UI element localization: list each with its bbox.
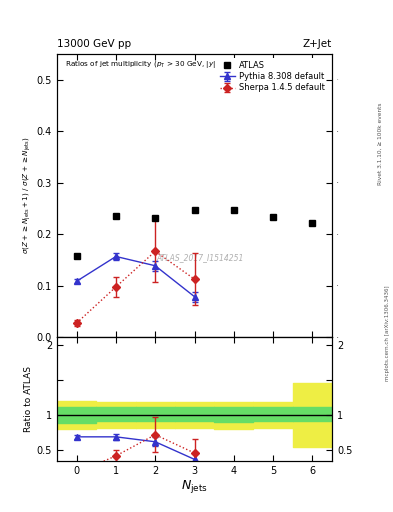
ATLAS bbox=[192, 206, 197, 212]
ATLAS bbox=[153, 215, 158, 221]
Text: Z+Jet: Z+Jet bbox=[303, 38, 332, 49]
Text: ATLAS_2017_I1514251: ATLAS_2017_I1514251 bbox=[156, 253, 244, 263]
Text: 13000 GeV pp: 13000 GeV pp bbox=[57, 38, 131, 49]
Line: ATLAS: ATLAS bbox=[73, 206, 316, 260]
ATLAS bbox=[231, 207, 236, 213]
X-axis label: $N_\mathrm{jets}$: $N_\mathrm{jets}$ bbox=[181, 478, 208, 496]
ATLAS bbox=[114, 213, 118, 219]
Y-axis label: $\sigma(Z + \geq N_\mathrm{jets}+1)\ /\ \sigma(Z + \geq N_\mathrm{jets})$: $\sigma(Z + \geq N_\mathrm{jets}+1)\ /\ … bbox=[21, 137, 33, 254]
Text: Ratios of jet multiplicity ($p_\mathrm{T}$ > 30 GeV, $|y|$ < 2.5, $m_\mathrm{ll}: Ratios of jet multiplicity ($p_\mathrm{T… bbox=[65, 59, 294, 71]
ATLAS bbox=[74, 253, 79, 259]
Text: mcplots.cern.ch [arXiv:1306.3436]: mcplots.cern.ch [arXiv:1306.3436] bbox=[385, 285, 389, 380]
Legend: ATLAS, Pythia 8.308 default, Sherpa 1.4.5 default: ATLAS, Pythia 8.308 default, Sherpa 1.4.… bbox=[216, 58, 328, 96]
Y-axis label: Ratio to ATLAS: Ratio to ATLAS bbox=[24, 366, 33, 432]
Text: Rivet 3.1.10, ≥ 100k events: Rivet 3.1.10, ≥ 100k events bbox=[378, 102, 383, 185]
ATLAS bbox=[271, 214, 275, 220]
ATLAS bbox=[310, 220, 315, 226]
